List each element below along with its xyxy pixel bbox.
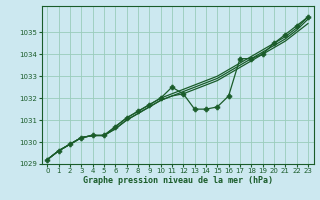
X-axis label: Graphe pression niveau de la mer (hPa): Graphe pression niveau de la mer (hPa)	[83, 176, 273, 185]
